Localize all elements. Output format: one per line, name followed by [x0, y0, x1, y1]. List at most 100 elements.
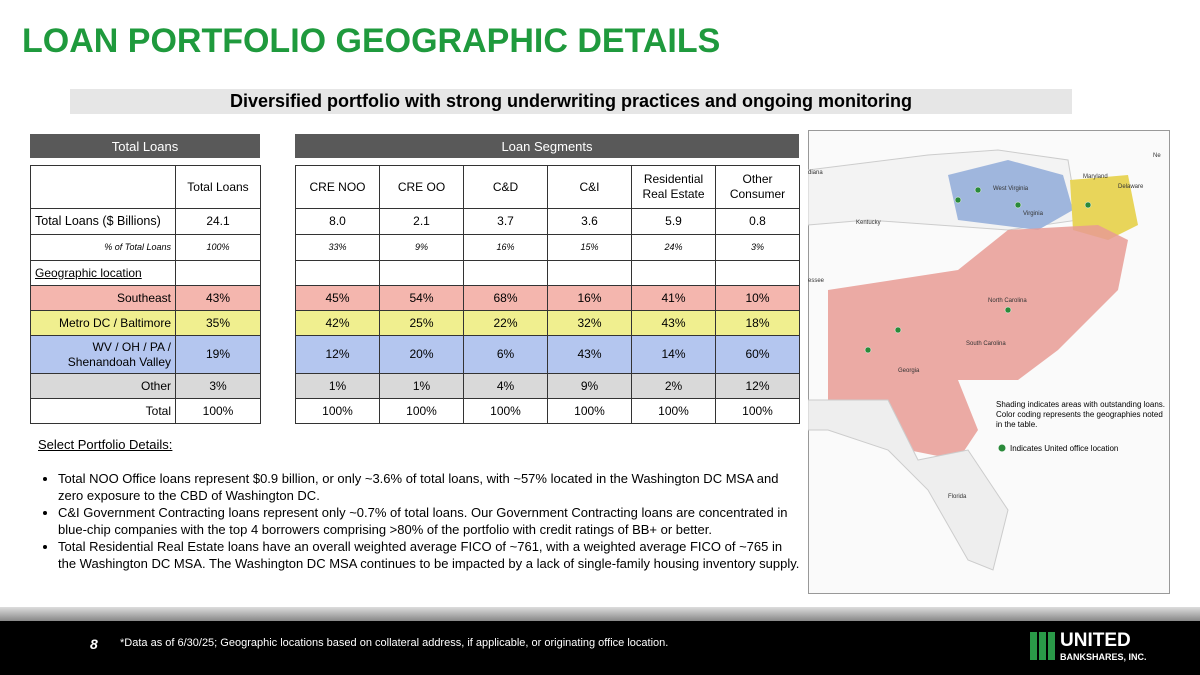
column-header: Total Loans [175, 165, 261, 209]
state-label: Delaware [1118, 184, 1144, 190]
segment-value: 9% [547, 373, 632, 399]
segment-value: 100% [463, 398, 548, 424]
state-label: West Virginia [993, 186, 1029, 192]
segment-value: 16% [547, 285, 632, 311]
total-value [175, 260, 261, 286]
segment-value: 22% [463, 310, 548, 336]
row-label: % of Total Loans [30, 234, 176, 261]
row-label: Metro DC / Baltimore [30, 310, 176, 336]
bullet: C&I Government Contracting loans represe… [58, 505, 800, 538]
legend-dot [998, 444, 1006, 452]
segment-value: 20% [379, 335, 464, 374]
state-label: Maryland [1083, 174, 1108, 180]
title: LOAN PORTFOLIO GEOGRAPHIC DETAILS [22, 22, 721, 60]
footer-note: *Data as of 6/30/25; Geographic location… [120, 637, 669, 649]
segment-value: 0.8 [715, 208, 800, 235]
column-header [30, 165, 176, 209]
segment-value: 45% [295, 285, 380, 311]
segment-value: 100% [379, 398, 464, 424]
total-value: 35% [175, 310, 261, 336]
state-label: South Carolina [966, 341, 1006, 347]
details-heading: Select Portfolio Details: [38, 437, 173, 452]
logo-name: UNITED [1060, 630, 1131, 651]
column-header: CRE OO [379, 165, 464, 209]
segment-value: 14% [631, 335, 716, 374]
state-label: Virginia [1023, 211, 1044, 217]
map-note: Shading indicates areas with outstanding… [996, 400, 1165, 429]
segment-value: 12% [295, 335, 380, 374]
state-label: Georgia [898, 368, 920, 374]
segment-value: 25% [379, 310, 464, 336]
segment-value: 100% [295, 398, 380, 424]
segment-value: 32% [547, 310, 632, 336]
segment-value: 9% [379, 234, 464, 261]
logo-icon [1030, 632, 1055, 660]
segment-value: 24% [631, 234, 716, 261]
region-southeast [828, 225, 1128, 460]
segment-value: 43% [631, 310, 716, 336]
segment-value [379, 260, 464, 286]
column-header: Other Consumer [715, 165, 800, 209]
row-label: WV / OH / PA / Shenandoah Valley [30, 335, 176, 374]
segment-value: 100% [715, 398, 800, 424]
region-florida [808, 399, 1009, 571]
right-header: Loan Segments [295, 134, 799, 158]
segment-value: 33% [295, 234, 380, 261]
column-header: C&D [463, 165, 548, 209]
total-value: 100% [175, 398, 261, 424]
segment-value: 2.1 [379, 208, 464, 235]
segment-value: 3.7 [463, 208, 548, 235]
row-label: Total Loans ($ Billions) [30, 208, 176, 235]
segment-value: 3.6 [547, 208, 632, 235]
segment-value: 10% [715, 285, 800, 311]
segment-value: 41% [631, 285, 716, 311]
segment-value [463, 260, 548, 286]
row-label: Southeast [30, 285, 176, 311]
row-label: Total [30, 398, 176, 424]
region-dc [1070, 175, 1138, 240]
segment-value: 12% [715, 373, 800, 399]
segment-value: 6% [463, 335, 548, 374]
bullet: Total Residential Real Estate loans have… [58, 539, 800, 572]
segment-value: 5.9 [631, 208, 716, 235]
segment-value: 2% [631, 373, 716, 399]
subtitle: Diversified portfolio with strong underw… [70, 89, 1072, 114]
segment-value: 68% [463, 285, 548, 311]
row-label: Geographic location [30, 260, 176, 286]
segment-value: 100% [547, 398, 632, 424]
map: diana West Virginia Maryland Delaware Ne Kent… [808, 130, 1170, 594]
segment-value: 60% [715, 335, 800, 374]
footer [0, 621, 1200, 675]
region-wv [948, 160, 1073, 230]
segment-value: 18% [715, 310, 800, 336]
segment-value [547, 260, 632, 286]
segment-value: 100% [631, 398, 716, 424]
logo-sub: BANKSHARES, INC. [1060, 652, 1147, 662]
state-label: Florida [948, 494, 967, 500]
left-header: Total Loans [30, 134, 260, 158]
segment-value: 16% [463, 234, 548, 261]
state-label: Ne [1153, 153, 1161, 159]
map-legend: Indicates United office location [1010, 444, 1118, 453]
total-value: 100% [175, 234, 261, 261]
state-label: North Carolina [988, 298, 1027, 304]
segment-value: 3% [715, 234, 800, 261]
segment-value: 42% [295, 310, 380, 336]
segment-value: 15% [547, 234, 632, 261]
footer-band [0, 607, 1200, 621]
state-label: essee [808, 278, 825, 284]
state-label: Kentucky [856, 220, 881, 226]
column-header: C&I [547, 165, 632, 209]
bullet-list: Total NOO Office loans represent $0.9 bi… [40, 471, 800, 573]
bullet: Total NOO Office loans represent $0.9 bi… [58, 471, 800, 504]
column-header: Residential Real Estate [631, 165, 716, 209]
segment-value [631, 260, 716, 286]
row-label: Other [30, 373, 176, 399]
segment-value [715, 260, 800, 286]
state-label: diana [808, 170, 823, 176]
total-value: 24.1 [175, 208, 261, 235]
total-value: 19% [175, 335, 261, 374]
page-number: 8 [90, 636, 98, 652]
segment-value: 8.0 [295, 208, 380, 235]
